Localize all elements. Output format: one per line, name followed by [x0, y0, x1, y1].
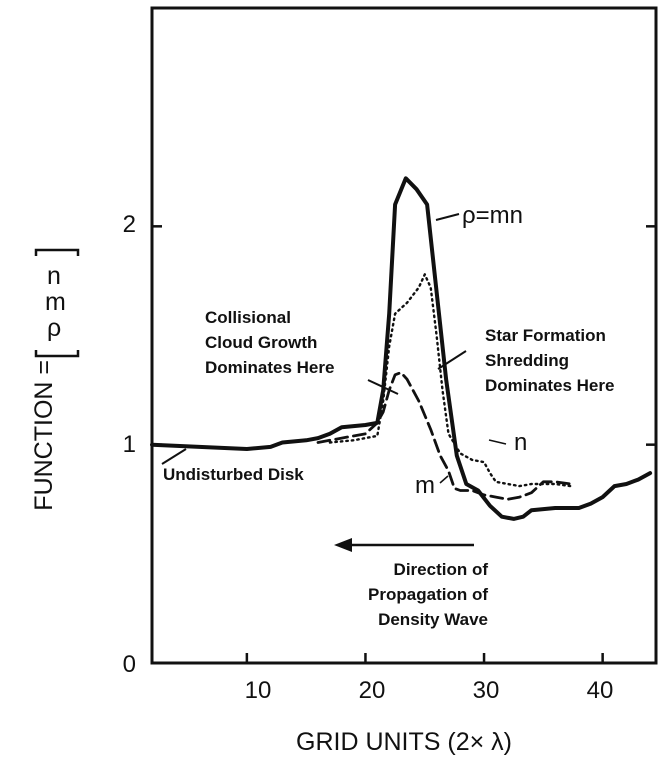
series-label-m: m [415, 472, 435, 499]
y-axis-stack-m: m [45, 288, 66, 316]
axis-ticks [152, 225, 656, 665]
annotation-direction-line-3: Density Wave [378, 610, 488, 629]
series-label-n: n [514, 429, 527, 456]
annotation-undisturbed: Undisturbed Disk [161, 448, 304, 484]
direction-arrow-head [334, 538, 352, 552]
m-label-leader [439, 475, 449, 484]
series-group [150, 176, 653, 521]
annotation-direction-line-2: Propagation of [368, 585, 488, 604]
y-axis-bracket-left [34, 350, 80, 358]
annotation-star-line-1: Star Formation [485, 326, 606, 345]
rho-label-leader [435, 213, 460, 221]
series-line-rho [150, 176, 653, 521]
annotation-star-leader [437, 350, 467, 370]
annotation-direction: Direction of Propagation of Density Wave [334, 538, 488, 629]
y-axis-stack-n: n [47, 262, 61, 290]
x-tick-label-30: 30 [473, 677, 500, 704]
annotation-direction-line-1: Direction of [394, 560, 489, 579]
x-tick-label-20: 20 [359, 677, 386, 704]
annotation-star-formation: Star Formation Shredding Dominates Here [437, 326, 614, 395]
annotation-collisional: Collisional Cloud Growth Dominates Here [205, 308, 399, 395]
y-tick-label-0: 0 [123, 651, 136, 678]
annotation-collisional-leader [367, 379, 399, 395]
y-tick-label-1: 1 [123, 431, 136, 458]
annotation-undisturbed-text: Undisturbed Disk [163, 465, 304, 484]
x-tick-label-10: 10 [245, 677, 272, 704]
y-axis-stack-rho: ρ [47, 314, 61, 342]
annotation-undisturbed-leader [161, 448, 187, 465]
x-axis-title: GRID UNITS (2× λ) [296, 728, 512, 756]
series-line-m [316, 371, 572, 501]
annotation-collisional-line-2: Cloud Growth [205, 333, 317, 352]
plot-frame [150, 6, 658, 665]
annotation-star-line-3: Dominates Here [485, 376, 614, 395]
annotation-collisional-line-1: Collisional [205, 308, 291, 327]
y-axis-bracket-right [34, 248, 80, 256]
n-label-leader [488, 439, 507, 445]
y-axis-title: FUNCTION = ρ m n [30, 248, 80, 511]
x-tick-label-40: 40 [587, 677, 614, 704]
series-label-rho: ρ=mn [462, 202, 523, 229]
annotation-collisional-line-3: Dominates Here [205, 358, 334, 377]
annotation-star-line-2: Shredding [485, 351, 569, 370]
series-line-n [328, 273, 572, 488]
y-tick-label-2: 2 [123, 211, 136, 238]
y-axis-title-prefix: FUNCTION = [30, 360, 58, 511]
